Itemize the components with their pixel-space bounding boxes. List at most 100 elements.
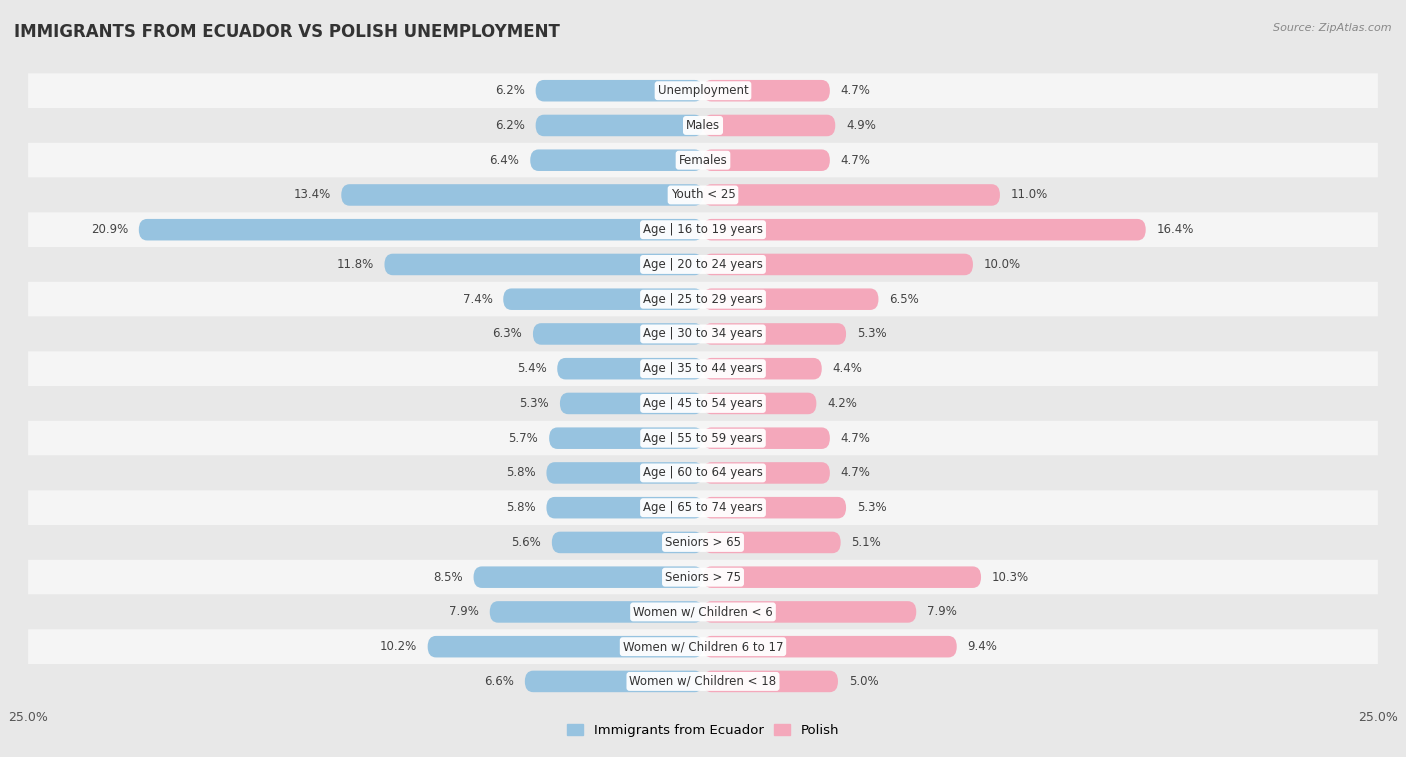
Text: 5.4%: 5.4% [516, 362, 547, 375]
Text: Males: Males [686, 119, 720, 132]
Text: 5.3%: 5.3% [856, 328, 887, 341]
FancyBboxPatch shape [536, 80, 703, 101]
FancyBboxPatch shape [28, 108, 1378, 143]
FancyBboxPatch shape [703, 80, 830, 101]
FancyBboxPatch shape [489, 601, 703, 623]
FancyBboxPatch shape [703, 184, 1000, 206]
Text: Females: Females [679, 154, 727, 167]
FancyBboxPatch shape [703, 254, 973, 276]
Text: 11.8%: 11.8% [336, 258, 374, 271]
Legend: Immigrants from Ecuador, Polish: Immigrants from Ecuador, Polish [562, 718, 844, 742]
FancyBboxPatch shape [503, 288, 703, 310]
Text: Seniors > 75: Seniors > 75 [665, 571, 741, 584]
FancyBboxPatch shape [703, 531, 841, 553]
FancyBboxPatch shape [703, 463, 830, 484]
FancyBboxPatch shape [28, 421, 1378, 456]
Text: 13.4%: 13.4% [294, 188, 330, 201]
Text: 6.5%: 6.5% [889, 293, 920, 306]
Text: Seniors > 65: Seniors > 65 [665, 536, 741, 549]
Text: 7.9%: 7.9% [449, 606, 479, 618]
FancyBboxPatch shape [557, 358, 703, 379]
FancyBboxPatch shape [703, 428, 830, 449]
FancyBboxPatch shape [28, 491, 1378, 525]
FancyBboxPatch shape [550, 428, 703, 449]
FancyBboxPatch shape [28, 212, 1378, 247]
Text: 8.5%: 8.5% [433, 571, 463, 584]
Text: 4.2%: 4.2% [827, 397, 858, 410]
Text: 7.9%: 7.9% [927, 606, 957, 618]
Text: Source: ZipAtlas.com: Source: ZipAtlas.com [1274, 23, 1392, 33]
FancyBboxPatch shape [703, 115, 835, 136]
Text: Women w/ Children 6 to 17: Women w/ Children 6 to 17 [623, 640, 783, 653]
FancyBboxPatch shape [536, 115, 703, 136]
FancyBboxPatch shape [28, 525, 1378, 560]
FancyBboxPatch shape [474, 566, 703, 588]
Text: 5.7%: 5.7% [509, 431, 538, 444]
Text: Age | 25 to 29 years: Age | 25 to 29 years [643, 293, 763, 306]
Text: 16.4%: 16.4% [1157, 223, 1194, 236]
FancyBboxPatch shape [28, 178, 1378, 212]
Text: Women w/ Children < 6: Women w/ Children < 6 [633, 606, 773, 618]
FancyBboxPatch shape [703, 566, 981, 588]
FancyBboxPatch shape [342, 184, 703, 206]
FancyBboxPatch shape [703, 636, 956, 657]
FancyBboxPatch shape [703, 671, 838, 692]
Text: 5.1%: 5.1% [852, 536, 882, 549]
FancyBboxPatch shape [28, 594, 1378, 629]
Text: Age | 16 to 19 years: Age | 16 to 19 years [643, 223, 763, 236]
FancyBboxPatch shape [427, 636, 703, 657]
FancyBboxPatch shape [28, 560, 1378, 594]
Text: 6.6%: 6.6% [484, 675, 515, 688]
FancyBboxPatch shape [28, 282, 1378, 316]
FancyBboxPatch shape [533, 323, 703, 344]
Text: 4.4%: 4.4% [832, 362, 862, 375]
Text: Age | 65 to 74 years: Age | 65 to 74 years [643, 501, 763, 514]
Text: Age | 30 to 34 years: Age | 30 to 34 years [643, 328, 763, 341]
Text: 4.9%: 4.9% [846, 119, 876, 132]
FancyBboxPatch shape [703, 149, 830, 171]
Text: Unemployment: Unemployment [658, 84, 748, 97]
FancyBboxPatch shape [703, 601, 917, 623]
Text: 6.2%: 6.2% [495, 119, 524, 132]
FancyBboxPatch shape [703, 358, 821, 379]
FancyBboxPatch shape [524, 671, 703, 692]
FancyBboxPatch shape [28, 386, 1378, 421]
Text: 4.7%: 4.7% [841, 431, 870, 444]
FancyBboxPatch shape [28, 247, 1378, 282]
Text: 6.2%: 6.2% [495, 84, 524, 97]
FancyBboxPatch shape [28, 456, 1378, 491]
FancyBboxPatch shape [703, 323, 846, 344]
Text: Age | 55 to 59 years: Age | 55 to 59 years [643, 431, 763, 444]
Text: 20.9%: 20.9% [91, 223, 128, 236]
FancyBboxPatch shape [28, 664, 1378, 699]
FancyBboxPatch shape [28, 143, 1378, 178]
Text: 6.4%: 6.4% [489, 154, 519, 167]
FancyBboxPatch shape [384, 254, 703, 276]
FancyBboxPatch shape [28, 629, 1378, 664]
Text: Age | 60 to 64 years: Age | 60 to 64 years [643, 466, 763, 479]
Text: Youth < 25: Youth < 25 [671, 188, 735, 201]
Text: 10.2%: 10.2% [380, 640, 416, 653]
Text: 4.7%: 4.7% [841, 154, 870, 167]
FancyBboxPatch shape [703, 219, 1146, 241]
Text: Age | 45 to 54 years: Age | 45 to 54 years [643, 397, 763, 410]
FancyBboxPatch shape [139, 219, 703, 241]
Text: 5.6%: 5.6% [512, 536, 541, 549]
FancyBboxPatch shape [560, 393, 703, 414]
FancyBboxPatch shape [703, 288, 879, 310]
Text: 5.0%: 5.0% [849, 675, 879, 688]
Text: 5.3%: 5.3% [856, 501, 887, 514]
Text: 11.0%: 11.0% [1011, 188, 1047, 201]
Text: 6.3%: 6.3% [492, 328, 522, 341]
Text: 10.3%: 10.3% [991, 571, 1029, 584]
Text: 5.8%: 5.8% [506, 466, 536, 479]
Text: 10.0%: 10.0% [984, 258, 1021, 271]
Text: Age | 35 to 44 years: Age | 35 to 44 years [643, 362, 763, 375]
Text: IMMIGRANTS FROM ECUADOR VS POLISH UNEMPLOYMENT: IMMIGRANTS FROM ECUADOR VS POLISH UNEMPL… [14, 23, 560, 41]
Text: 5.8%: 5.8% [506, 501, 536, 514]
FancyBboxPatch shape [551, 531, 703, 553]
FancyBboxPatch shape [703, 497, 846, 519]
Text: 9.4%: 9.4% [967, 640, 997, 653]
Text: 4.7%: 4.7% [841, 84, 870, 97]
FancyBboxPatch shape [547, 463, 703, 484]
